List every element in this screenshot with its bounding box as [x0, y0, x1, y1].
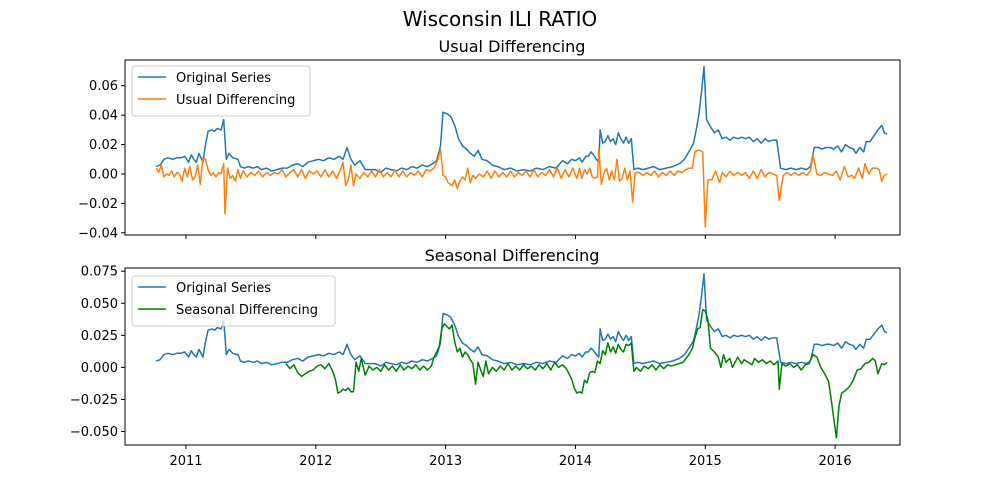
axes-frame [124, 59, 901, 236]
panel-title: Usual Differencing [439, 37, 586, 56]
usual-differencing-panel: Usual Differencing −0.04 −0.02 0.00 0.02 0.0… [78, 37, 901, 241]
x-tick-label: 2016 [819, 454, 852, 469]
figure-title: Wisconsin ILI RATIO [403, 7, 598, 31]
legend: Original Series Usual Differencing [131, 65, 311, 117]
y-tick-label: −0.04 [78, 226, 118, 241]
original-series-line [155, 273, 888, 367]
y-tick-label: 0.050 [81, 297, 118, 312]
legend-box [131, 275, 336, 327]
x-tick-label: 2013 [429, 454, 462, 469]
x-tick-label: 2011 [169, 454, 202, 469]
x-tick-label: 2015 [689, 454, 722, 469]
legend-label-original: Original Series [176, 281, 271, 296]
x-axis [185, 235, 836, 239]
x-axis: 2011 2012 2013 2014 2015 2016 [169, 445, 852, 469]
y-tick-label: 0.000 [81, 361, 118, 376]
legend-label-seasonal: Seasonal Differencing [176, 303, 318, 318]
y-tick-label: −0.050 [70, 425, 118, 440]
usual-differencing-line [155, 148, 888, 228]
x-tick-label: 2012 [299, 454, 332, 469]
seasonal-differencing-panel: Seasonal Differencing −0.050 −0.025 0.000 0… [70, 246, 901, 469]
plot-lines [155, 65, 888, 228]
seasonal-differencing-line [285, 308, 888, 439]
y-tick-label: 0.06 [89, 79, 118, 94]
legend-label-usual: Usual Differencing [176, 93, 295, 108]
axes-frame [124, 267, 901, 446]
y-tick-label: 0.04 [89, 109, 118, 124]
panel-title: Seasonal Differencing [425, 246, 600, 265]
legend: Original Series Seasonal Differencing [131, 275, 336, 327]
y-tick-label: −0.02 [78, 197, 118, 212]
legend-box [131, 65, 311, 117]
y-axis: −0.04 −0.02 0.00 0.02 0.04 0.06 [78, 79, 125, 241]
y-tick-label: 0.025 [81, 329, 118, 344]
y-axis: −0.050 −0.025 0.000 0.025 0.050 0.075 [70, 265, 125, 440]
x-tick-label: 2014 [559, 454, 592, 469]
y-tick-label: −0.025 [70, 393, 118, 408]
plot-lines [155, 273, 888, 439]
original-series-line [155, 65, 888, 174]
legend-label-original: Original Series [176, 71, 271, 86]
y-tick-label: 0.00 [89, 167, 118, 182]
y-tick-label: 0.02 [89, 138, 118, 153]
y-tick-label: 0.075 [81, 265, 118, 280]
